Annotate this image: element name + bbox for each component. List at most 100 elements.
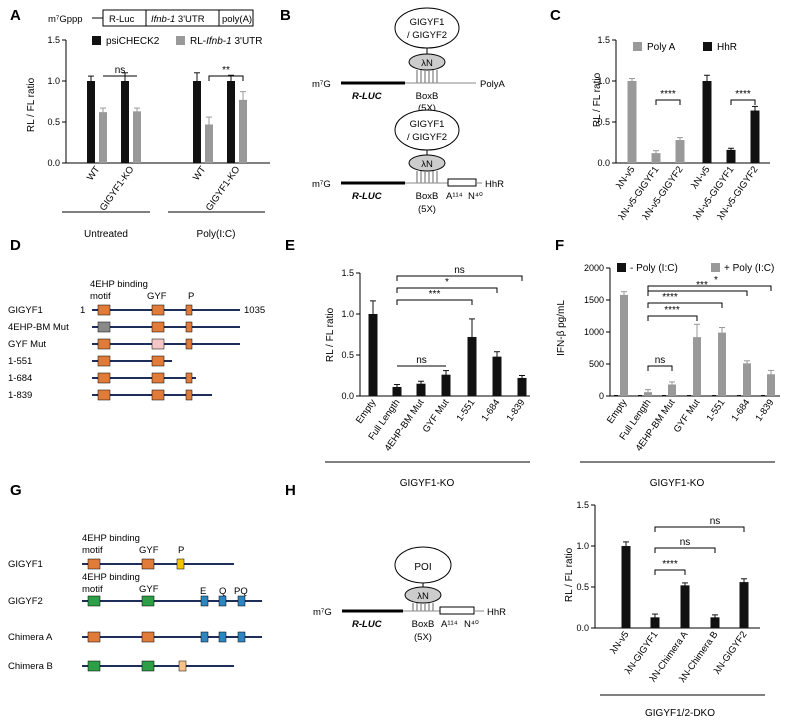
bar-1-551 (467, 336, 477, 396)
h-boxb-n: (5X) (414, 632, 432, 643)
significance-bracket (654, 569, 686, 575)
g-row-chimera-b: Chimera B (8, 660, 234, 672)
y-tick-label: 0.5 (597, 117, 610, 127)
g-header-gyf: GYF (139, 545, 159, 556)
x-category-label: λN-v5 (608, 629, 631, 656)
legend-label-minus-polyic: - Poly (I:C) (630, 263, 678, 274)
h-tail: HhR (487, 607, 506, 618)
significance-bracket (647, 365, 673, 371)
d-p-domain (185, 321, 193, 333)
g-row-label: GIGYF1 (8, 559, 43, 570)
g2-header-e: E (200, 586, 206, 597)
chart-c-ylabel: RL / FL ratio (592, 72, 603, 127)
g-row-label: Chimera A (8, 632, 53, 643)
x-category-label: Empty (354, 397, 379, 426)
x-category-label: 1-684 (730, 397, 753, 423)
legend-swatch-hhr (703, 42, 712, 51)
d-4ehp-domain-mutant (97, 321, 111, 333)
y-tick-label: 1500 (584, 295, 604, 305)
x-category-label: GIGYF1-KO (98, 164, 137, 213)
legend-label-polya: Poly A (647, 42, 676, 53)
significance-bracket (655, 99, 681, 105)
g-4ehp-domain (87, 558, 101, 570)
x-category-label: 1-551 (455, 397, 478, 423)
d-gyf-domain (151, 321, 165, 333)
bar-poly-a-2 (675, 140, 685, 163)
b-top-lambda: λN (421, 58, 433, 69)
bar-hhr-2 (750, 110, 760, 163)
x-category-label: WT (191, 164, 209, 183)
significance-label: ns (454, 265, 465, 276)
panel-label-e: E (285, 237, 295, 254)
d-4ehp-domain (97, 355, 111, 367)
h-a114-box (439, 606, 475, 615)
b-top-boxb: BoxB (416, 91, 439, 102)
bar-minus-polyic-gyf-mut (687, 395, 691, 396)
x-category-label: 1-684 (480, 397, 503, 423)
d-4ehp-domain (97, 304, 111, 316)
h-boxb: BoxB (412, 619, 435, 630)
h-cap: m⁷G (313, 607, 332, 618)
x-category-label: GYF Mut (672, 397, 703, 435)
g-header-motif: motif (82, 545, 103, 556)
significance-bracket (647, 302, 723, 308)
d-row-gigyf1: GIGYF1 1 1035 (8, 304, 265, 316)
significance-bracket (396, 287, 498, 293)
b-top-rluc: R-LUC (352, 91, 382, 102)
h-lambda: λN (417, 591, 429, 602)
h-rluc: R-LUC (352, 619, 382, 630)
chart-c: RL / FL ratio Poly A HhR 0.0 0.5 1.0 1.5 λN-… (592, 35, 770, 222)
b-bot-lambda: λN (421, 159, 433, 170)
diagram-b-bottom: GIGYF1 / GIGYF2 λN m⁷G HhR R-LUC BoxB (5… (312, 109, 504, 215)
g2-header-4ehp: 4EHP binding (82, 572, 140, 583)
domain-map-d: 4EHP binding motif GYF P GIGYF1 1 1035 4… (8, 279, 265, 401)
chart-a-groups: Untreated Poly(I:C) (62, 211, 265, 240)
b-bot-a114-box (447, 178, 477, 187)
domain-map-g: 4EHP binding motif GYF P GIGYF1 4EHP bin… (8, 533, 262, 672)
x-category-label: WT (85, 164, 103, 183)
legend-label-psicheck2: psiCHECK2 (106, 36, 160, 47)
bar-hhr-1 (726, 149, 736, 163)
bar-plus-polyic-1-551 (718, 332, 726, 396)
bar-minus-polyic-empty (614, 395, 618, 396)
significance-bracket (647, 285, 772, 291)
d-header-p: P (188, 291, 194, 302)
x-category-label: λN-v5 (689, 164, 712, 191)
bar-plus-polyic-gyf-mut (693, 337, 701, 396)
bar-poly-a-1 (651, 153, 661, 163)
significance-label: ns (680, 537, 691, 548)
y-tick-label: 0.0 (576, 623, 589, 633)
b-bot-cap: m⁷G (312, 179, 331, 190)
b-bot-boxb-n: (5X) (418, 204, 436, 215)
legend-label-plus-polyic: + Poly (I:C) (724, 263, 774, 274)
group-label-polyic: Poly(I:C) (197, 229, 236, 240)
g-q-domain (218, 631, 227, 643)
g-4ehp-domain (87, 660, 101, 672)
significance-bracket (730, 99, 756, 105)
chart-e: RL / FL ratio GIGYF1-KO 0.0 0.5 1.0 1.5 Empt… (325, 265, 530, 489)
d-header-4ehp: 4EHP binding (90, 279, 148, 290)
g-header-p: P (178, 545, 184, 556)
g2-header-q: Q (219, 586, 226, 597)
g-e-domain (200, 631, 209, 643)
bar-minus-polyic-4ehp-bm-mut (662, 395, 666, 396)
bar-rl-ifnb1-3 (239, 99, 247, 163)
bar-n-gigyf2 (739, 582, 749, 628)
d-gyf-domain (151, 355, 165, 367)
y-tick-label: 0.5 (341, 350, 354, 360)
g-e-domain (200, 595, 209, 607)
panel-label-g: G (10, 482, 22, 499)
d-start-label: 1 (80, 305, 85, 316)
h-a114: A¹¹⁴ (441, 619, 458, 630)
construct-a-cap: m⁷Gppp (48, 14, 83, 25)
y-tick-label: 0 (599, 391, 604, 401)
bar-1-684 (492, 356, 502, 396)
bar-psicheck2-1 (121, 81, 129, 163)
y-tick-label: 2000 (584, 263, 604, 273)
significance-label: ns (655, 355, 666, 366)
chart-e-ylabel: RL / FL ratio (325, 307, 336, 362)
d-p-domain (185, 372, 193, 384)
legend-swatch-polya (633, 42, 642, 51)
y-tick-label: 1.0 (576, 541, 589, 551)
g-p-domain (176, 558, 185, 570)
